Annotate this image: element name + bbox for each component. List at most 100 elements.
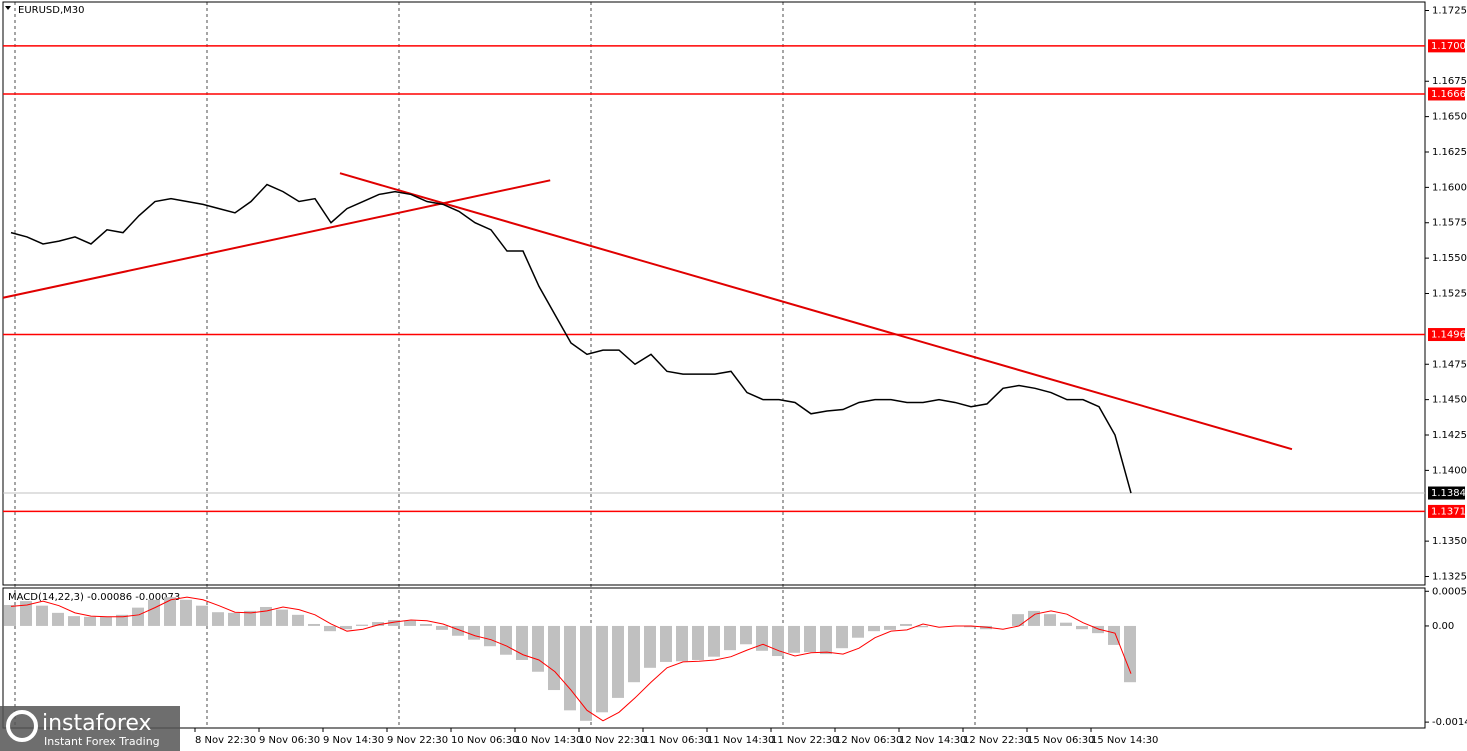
tagline: Instant Forex Trading	[44, 735, 160, 748]
y-tick-label: 1.1600	[1432, 182, 1467, 193]
y-tick-label: 0.00	[1432, 621, 1454, 632]
histogram-bar	[660, 625, 672, 662]
y-tick-label: 0.00053	[1432, 586, 1467, 597]
histogram-bar	[52, 612, 64, 626]
histogram-bar	[276, 609, 288, 626]
histogram-bar	[852, 625, 864, 638]
histogram-bar	[628, 625, 640, 683]
histogram-bar	[1028, 610, 1040, 626]
x-tick-label: 12 Nov 14:30	[899, 735, 966, 746]
histogram-bar	[564, 625, 576, 711]
y-tick-label: 1.1350	[1432, 536, 1467, 547]
histogram-bar	[228, 612, 240, 626]
histogram-bar	[388, 620, 400, 626]
histogram-bar	[132, 607, 144, 626]
x-tick-label: 10 Nov 14:30	[515, 735, 582, 746]
level-label: 1.1666	[1431, 89, 1466, 100]
x-tick-label: 8 Nov 22:30	[195, 735, 256, 746]
histogram-bar	[788, 625, 800, 653]
histogram-bar	[500, 625, 512, 655]
histogram-bar	[4, 605, 16, 626]
histogram-bar	[20, 601, 32, 626]
histogram-bar	[372, 622, 384, 626]
y-tick-label: 1.1475	[1432, 359, 1467, 370]
x-tick-label: 12 Nov 06:30	[835, 735, 902, 746]
histogram-bar	[468, 625, 480, 640]
x-tick-label: 9 Nov 14:30	[323, 735, 384, 746]
histogram-bar	[212, 612, 224, 626]
histogram-bar	[100, 616, 112, 626]
histogram-bar	[836, 625, 848, 649]
histogram-bar	[868, 625, 880, 632]
x-tick-label: 15 Nov 14:30	[1091, 735, 1158, 746]
histogram-bar	[1044, 614, 1056, 626]
histogram-bar	[756, 625, 768, 651]
logo-gear	[6, 710, 38, 742]
x-tick-label: 11 Nov 22:30	[771, 735, 838, 746]
y-tick-label: 1.1525	[1432, 289, 1467, 300]
histogram-bar	[804, 625, 816, 653]
histogram-bar	[532, 625, 544, 672]
histogram-bar	[436, 625, 448, 630]
y-tick-label: 1.1575	[1432, 218, 1467, 229]
histogram-bar	[484, 625, 496, 647]
histogram-bar	[740, 625, 752, 645]
x-tick-label: 9 Nov 22:30	[387, 735, 448, 746]
histogram-bar	[596, 625, 608, 713]
histogram-bar	[1060, 622, 1072, 626]
histogram-bar	[676, 625, 688, 662]
histogram-bar	[68, 616, 80, 626]
histogram-bar	[308, 623, 320, 626]
x-tick-label: 11 Nov 06:30	[643, 735, 710, 746]
histogram-bar	[964, 625, 976, 628]
histogram-bar	[820, 625, 832, 655]
histogram-bar	[244, 610, 256, 626]
histogram-bar	[340, 625, 352, 630]
level-label: 1.1371	[1431, 506, 1466, 517]
histogram-bar	[180, 599, 192, 626]
y-tick-label: 1.1550	[1432, 253, 1467, 264]
histogram-bar	[644, 625, 656, 668]
trendline	[339, 172, 1293, 451]
histogram-bar	[708, 625, 720, 657]
histogram-bar	[900, 623, 912, 626]
x-tick-label: 12 Nov 22:30	[963, 735, 1030, 746]
chart-title: EURUSD,M30	[18, 5, 84, 16]
level-label-bg	[1428, 39, 1465, 53]
histogram-bar	[580, 625, 592, 721]
histogram-bar	[548, 625, 560, 691]
histogram-bar	[404, 620, 416, 626]
x-tick-label: 10 Nov 06:30	[451, 735, 518, 746]
histogram-bar	[692, 625, 704, 660]
macd-title: MACD(14,22,3) -0.00086 -0.00073	[8, 592, 180, 603]
histogram-bar	[612, 625, 624, 698]
x-tick-label: 9 Nov 06:30	[259, 735, 320, 746]
histogram-bar	[1092, 625, 1104, 634]
level-label-bg	[1428, 504, 1465, 518]
histogram-bar	[116, 614, 128, 626]
x-tick-label: 15 Nov 06:30	[1027, 735, 1094, 746]
level-label: 1.1700	[1431, 41, 1466, 52]
price-line	[10, 183, 1132, 494]
y-tick-label: 1.1450	[1432, 395, 1467, 406]
macd-panel	[2, 587, 1426, 729]
y-tick-label: 1.1725	[1432, 5, 1467, 16]
y-tick-label: 1.1400	[1432, 465, 1467, 476]
menu-arrow	[5, 6, 11, 10]
histogram-bar	[452, 625, 464, 636]
histogram-bar	[420, 623, 432, 626]
last-price-bg	[1428, 486, 1465, 500]
histogram-bar	[724, 625, 736, 651]
y-tick-label: 1.1425	[1432, 430, 1467, 441]
histogram-bar	[84, 616, 96, 626]
histogram-bar	[196, 605, 208, 626]
histogram-bar	[1076, 625, 1088, 630]
y-tick-label: 1.1650	[1432, 112, 1467, 123]
level-label: 1.1496	[1431, 330, 1466, 341]
last-price-label: 1.1384	[1431, 488, 1466, 499]
level-label-bg	[1428, 87, 1465, 101]
histogram-bar	[292, 614, 304, 626]
y-tick-label: -0.00147	[1432, 717, 1467, 728]
histogram-bar	[1124, 625, 1136, 683]
